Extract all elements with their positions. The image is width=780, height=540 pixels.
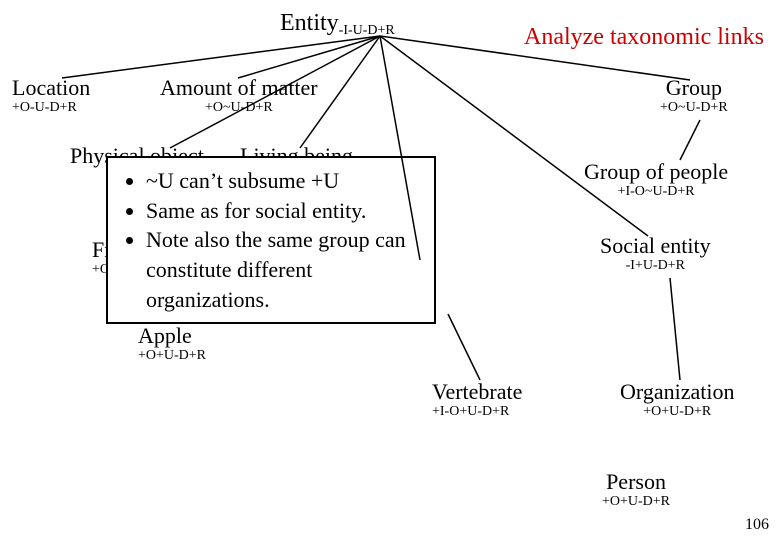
organization-sublabel: +O+U-D+R [620,404,734,419]
person-sublabel: +O+U-D+R [602,494,670,509]
group-people-label: Group of people [584,160,728,184]
edge-line [680,120,700,160]
node-person: Person +O+U-D+R [602,470,670,510]
social-entity-label: Social entity [600,234,711,258]
apple-label: Apple [138,324,206,348]
location-label: Location [12,76,90,100]
entity-label: Entity [280,10,339,36]
location-sublabel: +O-U-D+R [12,100,90,115]
edge-line [238,36,380,78]
callout-item: ~U can’t subsume +U [146,166,420,196]
page-number: 106 [745,516,769,534]
vertebrate-sublabel: +I-O+U-D+R [432,404,522,419]
title-text: Analyze taxonomic links [524,24,764,50]
amount-sublabel: +O~U-D+R [160,100,318,115]
node-location: Location +O-U-D+R [12,76,90,116]
page-title: Analyze taxonomic links [524,24,764,50]
group-sublabel: +O~U-D+R [660,100,728,115]
apple-sublabel: +O+U-D+R [138,348,206,363]
callout-item: Same as for social entity. [146,196,420,226]
group-label: Group [660,76,728,100]
edge-line [62,36,380,78]
vertebrate-label: Vertebrate [432,380,522,404]
node-group: Group +O~U-D+R [660,76,728,116]
organization-label: Organization [620,380,734,404]
edge-line [448,314,480,380]
node-group-people: Group of people +I-O~U-D+R [584,160,728,200]
callout-list: ~U can’t subsume +U Same as for social e… [128,166,420,314]
callout-box: ~U can’t subsume +U Same as for social e… [106,156,436,324]
node-apple: Apple +O+U-D+R [138,324,206,364]
node-organization: Organization +O+U-D+R [620,380,734,420]
social-entity-sublabel: -I+U-D+R [600,258,711,273]
node-social-entity: Social entity -I+U-D+R [600,234,711,274]
node-vertebrate: Vertebrate +I-O+U-D+R [432,380,522,420]
node-entity: Entity-I-U-D+R [280,10,395,39]
entity-sublabel: -I-U-D+R [339,23,395,38]
amount-label: Amount of matter [160,76,318,100]
person-label: Person [602,470,670,494]
callout-item: Note also the same group can constitute … [146,225,420,314]
edge-line [670,278,680,380]
node-amount: Amount of matter +O~U-D+R [160,76,318,116]
group-people-sublabel: +I-O~U-D+R [584,184,728,199]
